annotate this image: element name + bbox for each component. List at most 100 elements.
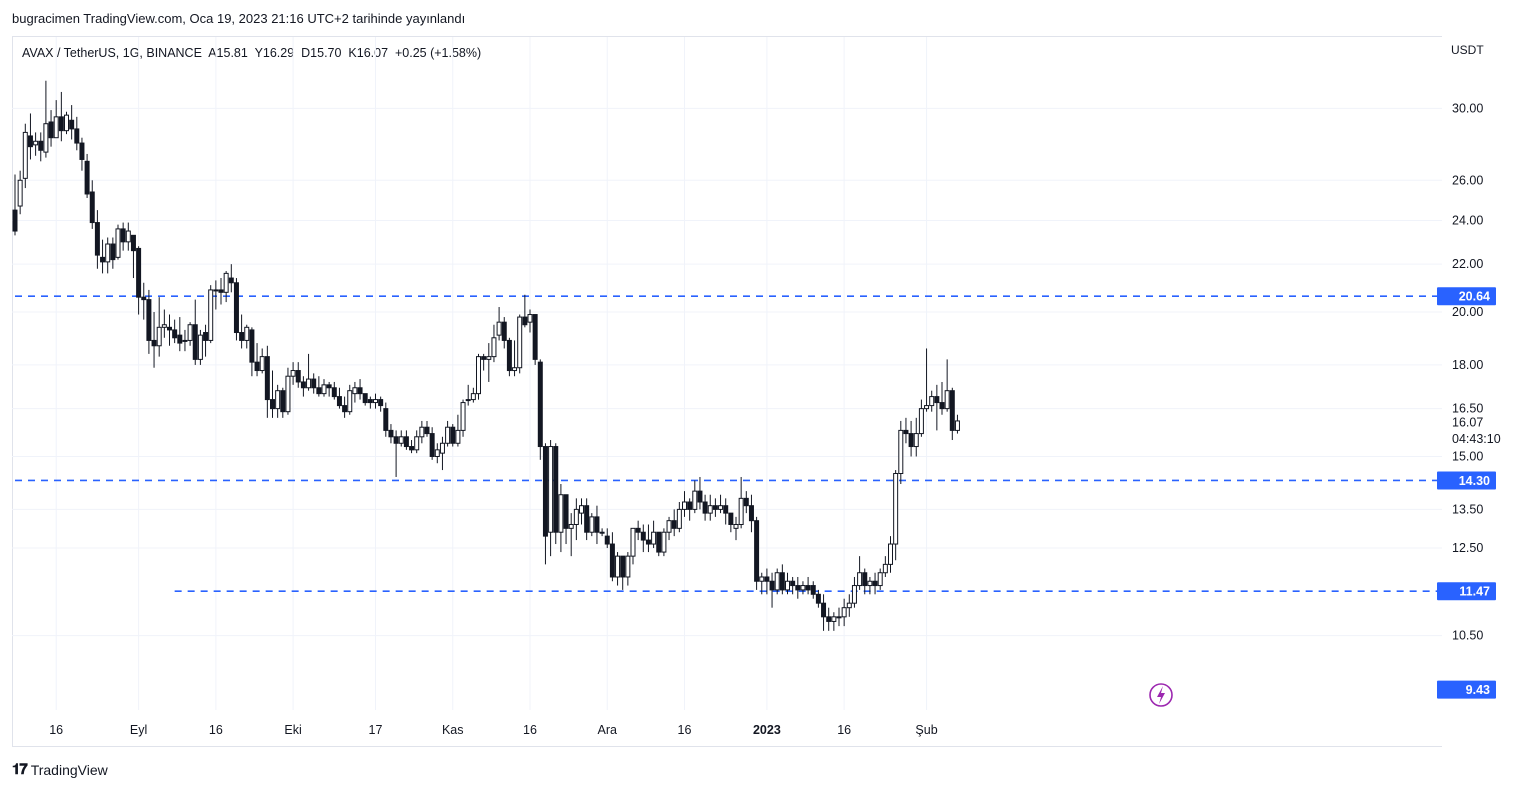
candle[interactable] bbox=[53, 100, 59, 139]
candle[interactable] bbox=[527, 309, 533, 333]
candle[interactable] bbox=[280, 387, 286, 418]
price-axis-label[interactable]: 14.30 bbox=[1437, 471, 1496, 490]
candle[interactable] bbox=[821, 594, 827, 631]
candle[interactable] bbox=[146, 289, 152, 354]
candle[interactable] bbox=[733, 516, 739, 541]
candle[interactable] bbox=[244, 324, 250, 349]
candle[interactable] bbox=[476, 353, 481, 400]
candle[interactable] bbox=[213, 280, 219, 310]
candle[interactable] bbox=[208, 285, 214, 344]
candle[interactable] bbox=[893, 470, 899, 561]
candle[interactable] bbox=[846, 594, 852, 617]
candle[interactable] bbox=[573, 498, 579, 541]
candle[interactable] bbox=[604, 528, 610, 549]
candle[interactable] bbox=[74, 116, 80, 151]
candle[interactable] bbox=[64, 111, 69, 135]
candle[interactable] bbox=[579, 498, 584, 525]
candle[interactable] bbox=[949, 387, 955, 441]
candle[interactable] bbox=[151, 312, 157, 368]
candle[interactable] bbox=[748, 494, 754, 533]
candle[interactable] bbox=[795, 576, 801, 599]
candle[interactable] bbox=[898, 420, 904, 485]
candle[interactable] bbox=[264, 345, 270, 418]
candle[interactable] bbox=[800, 581, 806, 595]
candle[interactable] bbox=[934, 384, 940, 431]
candle[interactable] bbox=[913, 417, 919, 457]
candle[interactable] bbox=[347, 384, 353, 415]
candle[interactable] bbox=[79, 137, 85, 171]
candle[interactable] bbox=[522, 294, 528, 328]
candle[interactable] bbox=[944, 359, 950, 412]
candle[interactable] bbox=[182, 329, 188, 352]
candle[interactable] bbox=[167, 314, 172, 346]
candle[interactable] bbox=[718, 494, 724, 514]
candle[interactable] bbox=[491, 324, 497, 363]
candle[interactable] bbox=[373, 393, 378, 409]
candle[interactable] bbox=[918, 399, 924, 437]
candle[interactable] bbox=[445, 420, 451, 447]
candle[interactable] bbox=[651, 520, 657, 549]
candle[interactable] bbox=[12, 174, 18, 236]
candle[interactable] bbox=[939, 381, 945, 415]
candle[interactable] bbox=[826, 607, 832, 631]
candle[interactable] bbox=[512, 340, 518, 377]
candle[interactable] bbox=[656, 531, 662, 557]
candle[interactable] bbox=[635, 520, 641, 541]
candle[interactable] bbox=[625, 552, 631, 586]
candle[interactable] bbox=[609, 532, 615, 582]
candle[interactable] bbox=[640, 524, 646, 553]
candle[interactable] bbox=[687, 498, 693, 521]
candle[interactable] bbox=[470, 387, 476, 403]
candle[interactable] bbox=[300, 376, 306, 397]
candle[interactable] bbox=[285, 367, 291, 415]
candle[interactable] bbox=[929, 390, 935, 412]
candle[interactable] bbox=[738, 476, 744, 529]
candle[interactable] bbox=[671, 509, 677, 537]
candle[interactable] bbox=[342, 396, 348, 418]
candle[interactable] bbox=[161, 309, 167, 338]
candle[interactable] bbox=[362, 393, 368, 406]
candle[interactable] bbox=[378, 396, 384, 412]
candle[interactable] bbox=[409, 440, 415, 454]
candle[interactable] bbox=[676, 502, 682, 533]
candle[interactable] bbox=[424, 420, 430, 437]
candle[interactable] bbox=[105, 237, 111, 274]
candle[interactable] bbox=[270, 370, 275, 418]
candle[interactable] bbox=[388, 424, 394, 444]
candle[interactable] bbox=[455, 414, 461, 447]
candle[interactable] bbox=[22, 123, 28, 189]
tradingview-brand[interactable]: 𝟏𝟕 TradingView bbox=[12, 761, 108, 778]
candle[interactable] bbox=[563, 494, 569, 545]
candle[interactable] bbox=[867, 576, 873, 595]
candle[interactable] bbox=[48, 110, 54, 147]
candle[interactable] bbox=[872, 572, 878, 595]
candle[interactable] bbox=[805, 576, 811, 595]
candle[interactable] bbox=[785, 572, 790, 595]
legend-symbol[interactable]: AVAX / TetherUS, 1G, BINANCE bbox=[22, 46, 202, 60]
candle[interactable] bbox=[239, 314, 245, 349]
candle[interactable] bbox=[769, 572, 775, 608]
candle[interactable] bbox=[311, 373, 317, 394]
candle[interactable] bbox=[367, 396, 373, 409]
candle[interactable] bbox=[481, 353, 487, 371]
candle[interactable] bbox=[759, 572, 765, 595]
candle[interactable] bbox=[249, 327, 255, 377]
candle[interactable] bbox=[810, 581, 816, 599]
candle[interactable] bbox=[383, 402, 389, 437]
candle[interactable] bbox=[790, 576, 796, 595]
candle[interactable] bbox=[450, 424, 456, 447]
candle[interactable] bbox=[697, 476, 703, 510]
candle[interactable] bbox=[58, 91, 64, 142]
candle[interactable] bbox=[888, 536, 893, 573]
candle[interactable] bbox=[69, 105, 75, 140]
candle[interactable] bbox=[841, 598, 847, 627]
candle[interactable] bbox=[779, 564, 785, 595]
candle[interactable] bbox=[156, 297, 162, 357]
candle[interactable] bbox=[903, 417, 909, 444]
candle[interactable] bbox=[43, 80, 49, 158]
candle[interactable] bbox=[465, 384, 471, 406]
candle[interactable] bbox=[177, 317, 183, 352]
candle[interactable] bbox=[836, 607, 842, 627]
candle[interactable] bbox=[130, 234, 136, 279]
price-axis-label[interactable]: 20.64 bbox=[1437, 287, 1496, 306]
